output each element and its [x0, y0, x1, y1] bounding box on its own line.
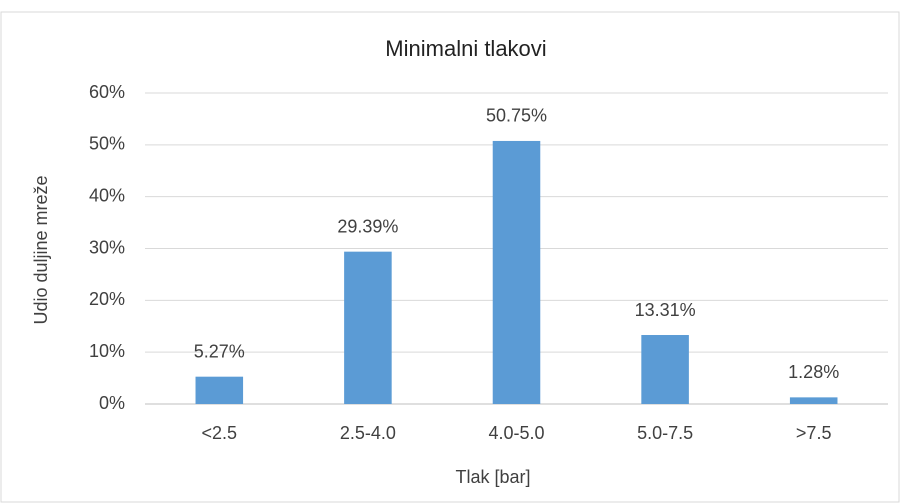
y-axis-label: Udio duljine mreže	[31, 175, 51, 324]
chart-title: Minimalni tlakovi	[385, 36, 546, 61]
data-label: 50.75%	[486, 106, 547, 126]
y-tick-label: 0%	[99, 393, 125, 413]
x-tick-label: <2.5	[202, 423, 238, 443]
data-label: 5.27%	[194, 341, 245, 361]
x-axis-label: Tlak [bar]	[455, 467, 530, 487]
bar	[344, 251, 392, 404]
data-label: 29.39%	[337, 216, 398, 236]
data-label: 1.28%	[788, 362, 839, 382]
y-tick-label: 20%	[89, 289, 125, 309]
y-tick-label: 30%	[89, 237, 125, 257]
x-tick-label: >7.5	[796, 423, 832, 443]
x-tick-label: 4.0-5.0	[488, 423, 544, 443]
x-tick-label: 2.5-4.0	[340, 423, 396, 443]
bar	[195, 376, 244, 404]
bar	[789, 397, 838, 404]
y-tick-label: 50%	[89, 134, 125, 154]
y-tick-label: 10%	[89, 341, 125, 361]
data-label: 13.31%	[635, 300, 696, 320]
bar	[641, 335, 689, 404]
bar	[492, 140, 541, 404]
y-tick-label: 60%	[89, 82, 125, 102]
x-tick-label: 5.0-7.5	[637, 423, 693, 443]
y-tick-label: 40%	[89, 185, 125, 205]
chart-border	[0, 11, 900, 503]
